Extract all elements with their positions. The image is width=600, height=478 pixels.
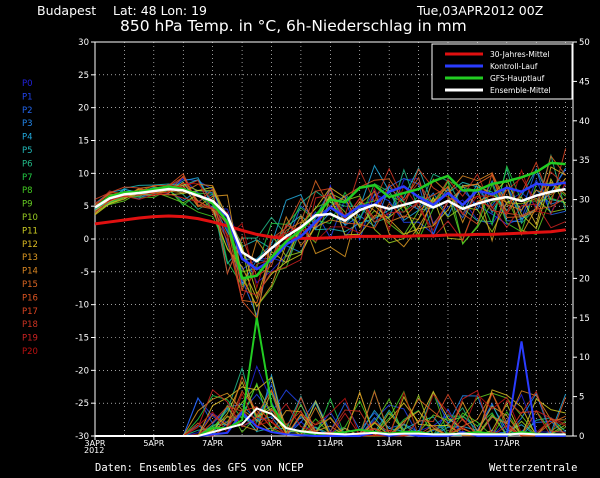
member-label-P1: P1 (22, 92, 33, 102)
legend-label: 30-Jahres-Mittel (490, 50, 550, 59)
right-tick-label: 15 (579, 314, 590, 324)
right-tick-label: 40 (579, 117, 590, 127)
x-tick-label: 5APR (143, 439, 164, 448)
member-label-P13: P13 (22, 253, 38, 263)
right-tick-label: 0 (579, 432, 584, 442)
member-label-P10: P10 (22, 213, 38, 223)
member-label-P8: P8 (22, 186, 33, 196)
member-label-P6: P6 (22, 159, 33, 169)
location-label: Budapest (37, 3, 96, 18)
legend-label: Ensemble-Mittel (490, 86, 551, 95)
chart-title: 850 hPa Temp. in °C, 6h-Niederschlag in … (120, 17, 467, 35)
member-label-P5: P5 (22, 146, 33, 156)
x-tick-label: 7APR (202, 439, 223, 448)
left-tick-label: 25 (78, 71, 89, 81)
main-series-lines (94, 161, 566, 438)
right-tick-label: 45 (579, 77, 590, 87)
left-tick-label: 5 (84, 202, 89, 212)
legend: 30-Jahres-Mittel Kontroll-Lauf GFS-Hauptla… (431, 43, 573, 100)
member-line-P17 (94, 148, 567, 278)
left-tick-label: -10 (75, 301, 89, 311)
temp-line-30-jahres-mittel (94, 214, 566, 240)
right-tick-label: 25 (579, 235, 590, 245)
x-tick-label: 13APR (376, 439, 402, 448)
member-label-P2: P2 (22, 106, 33, 116)
member-label-P7: P7 (22, 173, 33, 183)
member-label-P15: P15 (22, 280, 38, 290)
left-tick-label: -30 (75, 432, 89, 442)
left-tick-label: 10 (78, 169, 89, 179)
member-label-P18: P18 (22, 320, 38, 330)
run-label: Tue,03APR2012 00Z (416, 3, 543, 18)
member-label-P0: P0 (22, 79, 33, 89)
member-label-P16: P16 (22, 293, 38, 303)
temp-line-ensemble-mittel (94, 187, 566, 263)
member-label-P4: P4 (22, 133, 33, 143)
member-label-P20: P20 (22, 347, 38, 357)
left-tick-label: -15 (75, 334, 89, 344)
member-label-P17: P17 (22, 307, 38, 317)
x-tick-label: 9APR (261, 439, 282, 448)
data-source-label: Daten: Ensembles des GFS von NCEP (95, 462, 304, 474)
legend-label: Kontroll-Lauf (490, 62, 538, 71)
left-axis: 30 25 20 15 10 5 0 -5 -10 -15 -20 -25 -30 (75, 38, 95, 442)
right-tick-label: 20 (579, 274, 590, 284)
coords-label: Lat: 48 Lon: 19 (113, 3, 207, 18)
right-tick-label: 30 (579, 196, 590, 206)
x-year-label: 2012 (84, 446, 104, 455)
left-tick-label: 30 (78, 38, 89, 48)
member-label-P11: P11 (22, 226, 38, 236)
right-tick-label: 35 (579, 156, 590, 166)
member-label-P3: P3 (22, 119, 33, 129)
right-tick-label: 5 (579, 393, 584, 403)
member-label-P12: P12 (22, 240, 38, 250)
x-tick-label: 17APR (494, 439, 520, 448)
left-tick-label: 20 (78, 104, 89, 114)
member-line-P19 (94, 193, 566, 296)
precip-line-ensemble-mittel (95, 407, 566, 437)
left-tick-label: -25 (75, 399, 89, 409)
member-line-P14 (94, 172, 567, 292)
x-tick-label: 3APR (85, 439, 106, 448)
left-tick-label: -5 (81, 268, 89, 278)
left-tick-label: 0 (84, 235, 89, 245)
right-tick-label: 50 (579, 38, 590, 48)
brand-label: Wetterzentrale (489, 462, 578, 474)
x-axis: 3APR 5APR 7APR 9APR 11APR 13APR 15APR 17APR (85, 436, 520, 448)
member-labels: P0 P1 P2 P3 P4 P5 P6 P7 P8 P9 P10 P11 P12 P13 P14 P15 P1… (22, 79, 38, 357)
x-tick-label: 15APR (435, 439, 461, 448)
ensemble-member-lines (94, 148, 567, 322)
left-tick-label: -20 (75, 366, 89, 376)
member-label-P14: P14 (22, 267, 38, 277)
left-tick-label: 15 (78, 137, 89, 147)
member-label-P19: P19 (22, 334, 38, 344)
legend-label: GFS-Hauptlauf (490, 74, 545, 83)
x-tick-label: 11APR (317, 439, 343, 448)
member-label-P9: P9 (22, 200, 33, 210)
right-tick-label: 10 (579, 353, 590, 363)
temp-line-gfs-hauptlauf (94, 161, 566, 280)
